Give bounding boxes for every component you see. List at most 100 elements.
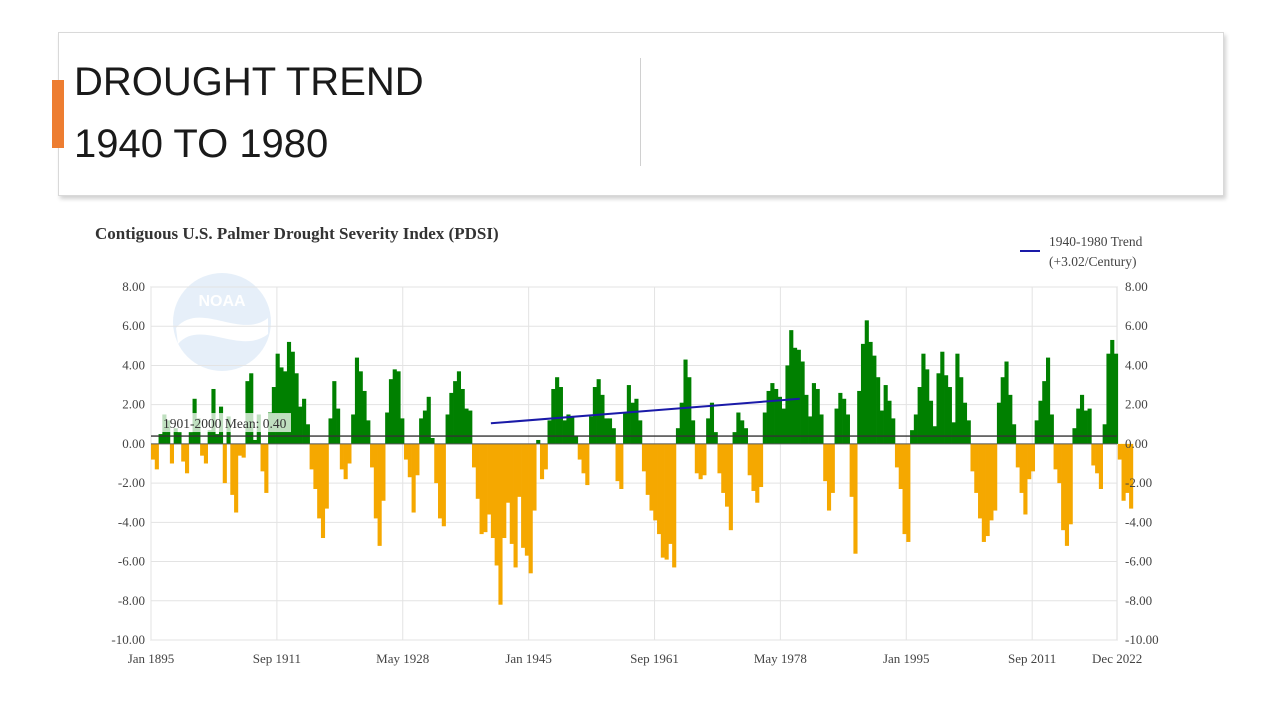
- pdsi-bar: [286, 341, 292, 444]
- pdsi-bar: [415, 443, 420, 476]
- pdsi-bar: [547, 420, 552, 444]
- pdsi-bar: [607, 418, 613, 444]
- pdsi-bar: [1061, 443, 1066, 531]
- pdsi-bar: [154, 443, 159, 470]
- pdsi-bar: [215, 434, 220, 444]
- pdsi-bar: [800, 361, 805, 444]
- pdsi-bar: [1087, 408, 1092, 444]
- pdsi-bar: [660, 443, 665, 558]
- pdsi-bar: [377, 443, 382, 546]
- y-tick-label-right: -2.00: [1125, 475, 1152, 490]
- pdsi-bar: [177, 432, 182, 444]
- pdsi-bar: [1046, 357, 1051, 444]
- pdsi-bar: [970, 443, 975, 472]
- y-tick-label-right: -6.00: [1125, 554, 1152, 569]
- pdsi-bar: [811, 383, 816, 444]
- pdsi-bar: [302, 398, 307, 444]
- legend-trend-label: 1940-1980 Trend: [1049, 234, 1143, 249]
- noaa-logo-wave: [176, 317, 268, 344]
- pdsi-bar: [634, 398, 639, 444]
- pdsi-bar: [891, 418, 896, 444]
- pdsi-bar: [974, 443, 979, 493]
- pdsi-bar: [351, 414, 356, 444]
- pdsi-bar: [151, 443, 156, 460]
- pdsi-bar: [709, 402, 715, 444]
- pdsi-bar: [581, 443, 586, 474]
- pdsi-bar: [808, 416, 813, 444]
- pdsi-bar: [505, 443, 511, 503]
- y-tick-label-right: 2.00: [1125, 397, 1148, 412]
- y-tick-label-right: 0.00: [1125, 436, 1148, 451]
- pdsi-bar: [222, 443, 227, 484]
- pdsi-bar: [834, 408, 839, 444]
- pdsi-bar: [366, 420, 371, 444]
- pdsi-bar: [237, 443, 242, 456]
- pdsi-bar: [396, 371, 401, 444]
- pdsi-bar: [1049, 414, 1054, 444]
- slide-title-line-1: DROUGHT TREND: [74, 60, 424, 104]
- pdsi-bar: [944, 375, 949, 444]
- pdsi-bar: [260, 443, 265, 472]
- pdsi-bar: [1079, 394, 1085, 444]
- pdsi-bar: [509, 443, 514, 544]
- pdsi-bar: [823, 443, 828, 482]
- pdsi-bar: [910, 430, 915, 444]
- pdsi-bar: [830, 443, 835, 493]
- pdsi-bar: [370, 443, 375, 468]
- pdsi-bar: [615, 443, 620, 482]
- pdsi-bar: [694, 443, 699, 474]
- pdsi-bar: [747, 443, 752, 476]
- pdsi-bar: [339, 443, 344, 470]
- pdsi-bar: [1023, 443, 1028, 515]
- pdsi-bar: [1012, 424, 1017, 444]
- pdsi-bar: [290, 351, 295, 444]
- pdsi-bar: [570, 416, 575, 444]
- pdsi-bar: [717, 443, 722, 474]
- pdsi-bar: [604, 418, 609, 444]
- slide-header: [58, 32, 1224, 196]
- pdsi-bar: [849, 443, 854, 497]
- pdsi-bar: [539, 443, 545, 480]
- pdsi-bar: [249, 373, 254, 444]
- trend-line: [490, 397, 800, 425]
- pdsi-bar: [283, 371, 288, 444]
- pdsi-bar: [407, 443, 412, 478]
- y-tick-label-right: 6.00: [1125, 318, 1148, 333]
- pdsi-bar: [872, 355, 877, 444]
- pdsi-bar: [936, 373, 941, 444]
- pdsi-bar: [1083, 410, 1088, 444]
- pdsi-bar: [471, 443, 477, 468]
- pdsi-bar: [438, 443, 443, 519]
- y-tick-label-left: 4.00: [122, 357, 145, 372]
- pdsi-bar: [521, 443, 526, 548]
- pdsi-bar: [781, 408, 786, 444]
- pdsi-bar: [728, 443, 733, 531]
- pdsi-bar: [181, 443, 186, 462]
- pdsi-bar: [532, 443, 537, 511]
- pdsi-bar: [241, 443, 246, 458]
- pdsi-bar: [332, 381, 337, 444]
- pdsi-bar: [1034, 420, 1039, 444]
- pdsi-bar: [320, 443, 326, 539]
- legend-trend-rate: (+3.02/Century): [1049, 254, 1136, 269]
- pdsi-bar: [819, 414, 824, 444]
- x-axis: Jan 1895 Sep 1911 May 1928 Jan 1945 Sep 1961…: [128, 651, 1143, 666]
- pdsi-bar: [702, 443, 707, 476]
- pdsi-bar: [577, 443, 582, 460]
- pdsi-bar: [298, 406, 303, 444]
- pdsi-bar: [981, 443, 986, 542]
- pdsi-bar: [664, 443, 669, 560]
- pdsi-bar: [777, 396, 782, 444]
- x-tick-label: Sep 1961: [630, 651, 679, 666]
- pdsi-bar: [524, 443, 529, 556]
- pdsi-bar: [528, 443, 533, 574]
- pdsi-bar: [1068, 443, 1073, 525]
- pdsi-bar: [313, 443, 318, 489]
- noaa-logo-watermark: NOAA: [173, 273, 271, 371]
- pdsi-bar: [1121, 443, 1126, 501]
- pdsi-bar: [468, 410, 473, 444]
- pdsi-bar: [392, 369, 397, 444]
- pdsi-bar: [868, 341, 873, 444]
- y-tick-label-right: -8.00: [1125, 593, 1152, 608]
- pdsi-bar: [679, 402, 684, 444]
